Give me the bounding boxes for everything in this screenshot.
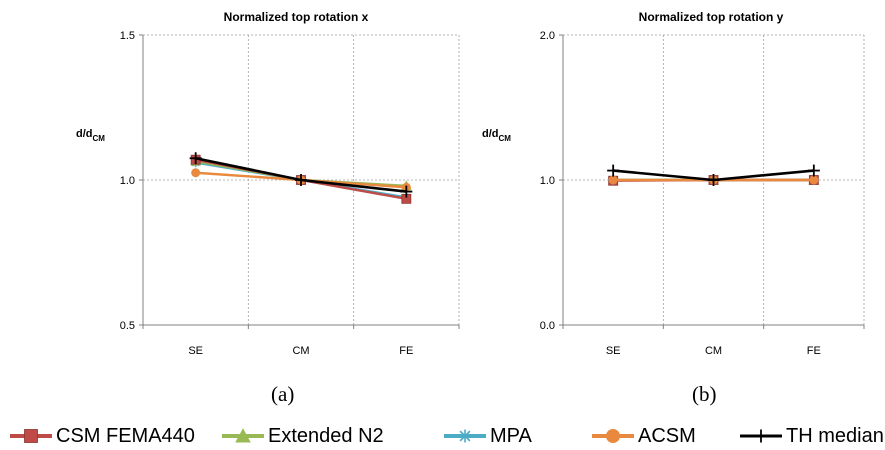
legend-label: Extended N2 bbox=[268, 424, 384, 447]
legend-marker bbox=[754, 429, 768, 443]
legend-label: MPA bbox=[490, 424, 532, 447]
caption-a: (a) bbox=[271, 382, 295, 406]
chart-title: Normalized top rotation x bbox=[224, 10, 369, 24]
y-tick-label: 1.0 bbox=[540, 175, 555, 187]
y-tick-label: 1.0 bbox=[120, 175, 135, 187]
chart-b: 0.0 1.0 2.0 SE CM FE Normalized top rotation y… bbox=[482, 10, 865, 357]
x-tick-label: CM bbox=[705, 345, 722, 357]
caption-b: (b) bbox=[692, 382, 717, 406]
y-axis-label-subscript: CM bbox=[93, 134, 106, 143]
star-marker-icon bbox=[444, 429, 486, 443]
legend-marker bbox=[458, 429, 472, 443]
chart-title: Normalized top rotation y bbox=[639, 10, 784, 24]
y-tick-label: 2.0 bbox=[540, 30, 555, 42]
legend-item-extended-n2: Extended N2 bbox=[220, 422, 384, 450]
plus-marker-icon bbox=[740, 429, 782, 443]
legend-marker bbox=[235, 428, 251, 443]
circle-marker-icon bbox=[592, 429, 634, 443]
triangle-marker-icon bbox=[222, 428, 264, 443]
y-axis-label: d/dCM bbox=[482, 128, 511, 143]
legend-marker bbox=[24, 429, 38, 443]
legend-label: TH median bbox=[786, 424, 884, 447]
data-point bbox=[608, 175, 618, 185]
data-point bbox=[295, 174, 307, 186]
square-marker-icon bbox=[10, 429, 52, 443]
x-tick-label: CM bbox=[292, 345, 309, 357]
chart-a: 0.5 1.0 1.5 SE CM FE Normalized top rotation x… bbox=[76, 10, 460, 357]
data-point bbox=[809, 175, 819, 185]
data-point bbox=[191, 168, 201, 178]
x-tick-label: FE bbox=[399, 345, 413, 357]
y-axis-label-subscript: CM bbox=[499, 134, 512, 143]
x-tick-label: FE bbox=[807, 345, 821, 357]
legend-label: CSM FEMA440 bbox=[56, 424, 195, 447]
data-point bbox=[400, 185, 413, 198]
x-tick-label: SE bbox=[606, 345, 621, 357]
legend-item-th-median: TH median bbox=[738, 422, 884, 450]
data-point bbox=[807, 164, 820, 177]
data-point bbox=[707, 174, 720, 186]
x-tick-label: SE bbox=[188, 345, 203, 357]
y-axis-label: d/dCM bbox=[76, 128, 105, 143]
data-point bbox=[607, 164, 620, 177]
y-tick-label: 0.5 bbox=[120, 320, 135, 332]
legend: CSM FEMA440 Extended N2 MPA ACSM TH medi… bbox=[0, 422, 885, 450]
legend-label: ACSM bbox=[638, 424, 696, 447]
y-tick-label: 1.5 bbox=[120, 30, 135, 42]
y-tick-label: 0.0 bbox=[540, 320, 555, 332]
legend-marker bbox=[606, 429, 620, 443]
legend-item-acsm: ACSM bbox=[590, 422, 696, 450]
data-point bbox=[189, 152, 202, 165]
legend-item-csm-fema440: CSM FEMA440 bbox=[8, 422, 195, 450]
legend-item-mpa: MPA bbox=[442, 422, 532, 450]
